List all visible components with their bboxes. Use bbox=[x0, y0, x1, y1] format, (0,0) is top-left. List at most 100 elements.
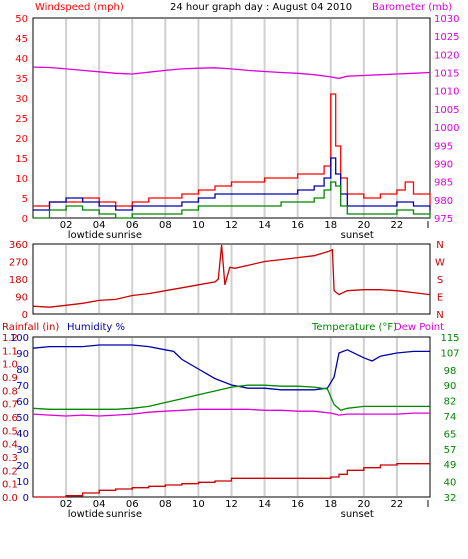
humidity-tick-label: 0 bbox=[23, 493, 29, 504]
direction-tick-label: 90 bbox=[15, 293, 28, 304]
event-label-sunrise: sunrise bbox=[106, 509, 142, 520]
temperature-tick-label: 90 bbox=[444, 381, 457, 392]
direction-tick-label: 360 bbox=[9, 240, 28, 251]
temperature-tick-label: 49 bbox=[444, 460, 457, 471]
temperature-tick-label: 82 bbox=[444, 397, 457, 408]
barometer-tick-label: 985 bbox=[434, 178, 453, 189]
windspeed-series bbox=[32, 66, 431, 219]
windspeed-tick-label: 45 bbox=[15, 34, 28, 45]
x-tick-label: 20 bbox=[357, 220, 370, 231]
series-line-3 bbox=[33, 181, 431, 219]
temperature-tick-label: 65 bbox=[444, 429, 457, 440]
temperature-tick-label: 115 bbox=[440, 333, 459, 344]
event-label-lowtide: lowtide bbox=[68, 230, 104, 241]
climate-line-3 bbox=[33, 463, 430, 498]
event-label-sunset: sunset bbox=[341, 230, 374, 241]
barometer-tick-label: 1005 bbox=[434, 105, 459, 116]
rainfall-tick-label: 0.3 bbox=[2, 453, 18, 464]
x-tick-label: 06 bbox=[126, 220, 139, 231]
temperature-tick-label: 57 bbox=[444, 445, 457, 456]
humidity-tick-label: 100 bbox=[10, 333, 29, 344]
series-line-0 bbox=[32, 66, 431, 80]
barometer-tick-label: 1025 bbox=[434, 32, 459, 43]
graph-title: 24 hour graph day : August 04 2010 bbox=[170, 2, 352, 13]
windspeed-tick-label: 15 bbox=[15, 154, 28, 165]
humidity-tick-label: 10 bbox=[16, 477, 29, 488]
barometer-tick-label: 1000 bbox=[434, 123, 459, 134]
temperature-ticks: 32 40 49 57 65 74 82 90 98 107 115 bbox=[440, 333, 459, 504]
windspeed-tick-label: 25 bbox=[15, 114, 28, 125]
temperature-tick-label: 32 bbox=[444, 493, 457, 504]
x-tick-label: 18 bbox=[324, 499, 337, 510]
barometer-tick-label: 1010 bbox=[434, 87, 459, 98]
event-label-sunrise: sunrise bbox=[106, 230, 142, 241]
barometer-tick-label: 990 bbox=[434, 159, 453, 170]
direction-line-0 bbox=[32, 244, 431, 308]
rainfall-tick-label: 0.4 bbox=[2, 440, 18, 451]
rainfall-tick-label: 0.2 bbox=[2, 466, 18, 477]
direction-tick-label: 180 bbox=[9, 275, 28, 286]
x-tick-label: 12 bbox=[225, 220, 238, 231]
dewpoint-axis-title: Dew Point bbox=[394, 322, 444, 333]
x-tick-label: 22 bbox=[391, 220, 404, 231]
windspeed-tick-label: 20 bbox=[15, 134, 28, 145]
x-tick-label: 10 bbox=[192, 220, 205, 231]
rainfall-tick-label: 0.0 bbox=[2, 493, 18, 504]
compass-label: E bbox=[437, 293, 443, 304]
barometer-tick-label: 1015 bbox=[434, 69, 459, 80]
humidity-tick-label: 60 bbox=[16, 397, 29, 408]
x-tick-label: 06 bbox=[126, 499, 139, 510]
series-line-2 bbox=[33, 157, 431, 211]
humidity-tick-label: 40 bbox=[16, 429, 29, 440]
climate-plot-area bbox=[32, 336, 431, 498]
barometer-tick-label: 1020 bbox=[434, 50, 459, 61]
wind-direction-ticks: 0 90 180 270 360 bbox=[9, 240, 28, 321]
humidity-tick-label: 50 bbox=[16, 413, 29, 424]
x-tick-label: I bbox=[427, 499, 430, 510]
rainfall-tick-label: 1.0 bbox=[2, 360, 18, 371]
direction-tick-label: 0 bbox=[22, 310, 28, 321]
climate-series bbox=[32, 344, 430, 498]
rainfall-tick-label: 1.2 bbox=[2, 333, 18, 344]
rainfall-tick-label: 0.1 bbox=[2, 480, 18, 491]
x-tick-label: 02 bbox=[60, 220, 73, 231]
wind-direction-gridlines bbox=[65, 245, 398, 313]
x-tick-label: 04 bbox=[93, 499, 106, 510]
rainfall-axis-title: Rainfall (in) bbox=[2, 322, 59, 333]
windspeed-ticks: 0 5 10 15 20 25 30 35 40 45 50 bbox=[15, 14, 28, 225]
rainfall-tick-label: 0.7 bbox=[2, 400, 18, 411]
x-tick-label: 20 bbox=[357, 499, 370, 510]
climate-gridlines bbox=[65, 338, 398, 496]
compass-label: N bbox=[436, 240, 443, 251]
humidity-axis-title: Humidity % bbox=[67, 322, 125, 333]
series-line-1 bbox=[33, 93, 431, 207]
x-tick-label: 22 bbox=[391, 499, 404, 510]
temperature-tick-label: 74 bbox=[444, 412, 457, 423]
x-tick-label: 16 bbox=[291, 220, 304, 231]
rainfall-tick-label: 0.8 bbox=[2, 386, 18, 397]
rainfall-tick-label: 0.9 bbox=[2, 373, 18, 384]
x-tick-label: 08 bbox=[159, 220, 172, 231]
x-tick-label: 18 bbox=[324, 220, 337, 231]
x-tick-label: 04 bbox=[93, 220, 106, 231]
windspeed-plot-area bbox=[32, 17, 431, 219]
windspeed-tick-label: 50 bbox=[15, 14, 28, 25]
x-tick-label: 10 bbox=[192, 499, 205, 510]
climate-line-1 bbox=[32, 384, 430, 412]
barometer-tick-label: 980 bbox=[434, 196, 453, 207]
climate-panel: 0.0 0.1 0.2 0.3 0.4 0.5 0.6 0.7 0.8 0.9 1.0 1.1 1.2 0… bbox=[2, 333, 460, 520]
event-label-sunset: sunset bbox=[341, 509, 374, 520]
x-tick-label: 12 bbox=[225, 499, 238, 510]
climate-line-0 bbox=[32, 344, 430, 391]
wind-direction-plot-area bbox=[32, 243, 431, 315]
windspeed-tick-label: 35 bbox=[15, 74, 28, 85]
temperature-tick-label: 98 bbox=[444, 366, 457, 377]
barometer-axis-title: Barometer (mb) bbox=[372, 2, 452, 13]
x-tick-label: 08 bbox=[159, 499, 172, 510]
